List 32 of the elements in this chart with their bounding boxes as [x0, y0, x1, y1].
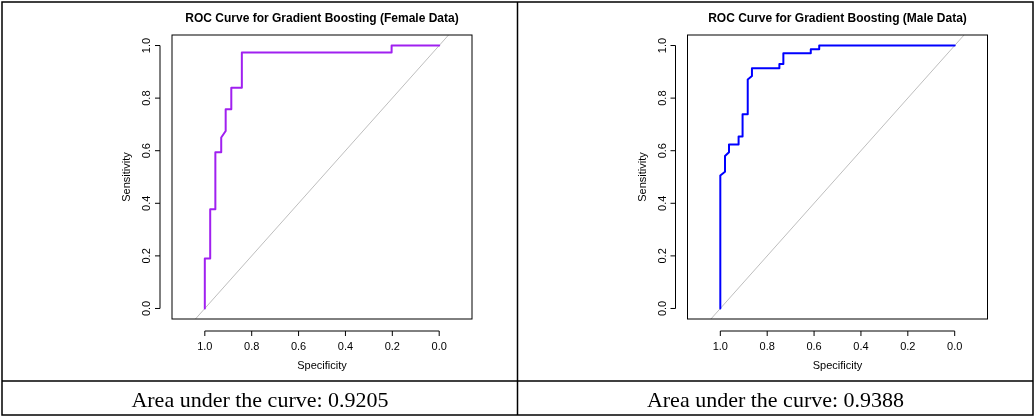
x-tick-label: 0.4 [853, 340, 869, 352]
x-tick-label: 0.0 [947, 340, 963, 352]
x-axis-title: Specificity [297, 359, 348, 371]
y-axis-title: Sensitivity [635, 151, 648, 202]
text: Area under the curve: 0.9388 [646, 387, 905, 412]
y-tick-label: 0.2 [655, 248, 668, 264]
y-tick-label: 0.4 [140, 195, 152, 211]
chart-title: ROC Curve for Gradient Boosting (Male Data) [708, 11, 967, 25]
x-axis-title: Specificity [812, 359, 863, 371]
x-tick-label: 1.0 [197, 340, 213, 352]
y-axis-title: Sensitivity [120, 151, 132, 202]
chart-title: ROC Curve for Gradient Boosting (Female Data) [185, 11, 459, 25]
y-tick-label: 1.0 [655, 37, 668, 54]
x-tick-label: 1.0 [712, 340, 728, 352]
y-tick-label: 0.8 [140, 90, 152, 106]
text: Area under the curve: 0.9205 [131, 387, 389, 412]
x-tick-label: 0.8 [244, 340, 260, 352]
y-tick-label: 0.6 [140, 143, 152, 159]
x-tick-label: 0.2 [384, 340, 400, 352]
x-tick-label: 0.4 [337, 340, 354, 352]
x-tick-label: 0.6 [290, 340, 307, 352]
y-tick-label: 1.0 [140, 37, 152, 54]
x-tick-label: 0.6 [806, 340, 822, 352]
y-tick-label: 0.6 [655, 143, 668, 159]
y-tick-label: 0.8 [655, 90, 668, 106]
y-tick-label: 0.0 [655, 300, 668, 317]
y-tick-label: 0.0 [140, 300, 152, 317]
x-tick-label: 0.8 [759, 340, 775, 352]
x-tick-label: 0.2 [900, 340, 916, 352]
y-tick-label: 0.2 [140, 248, 152, 264]
y-tick-label: 0.4 [655, 195, 668, 211]
x-tick-label: 0.0 [431, 340, 447, 352]
